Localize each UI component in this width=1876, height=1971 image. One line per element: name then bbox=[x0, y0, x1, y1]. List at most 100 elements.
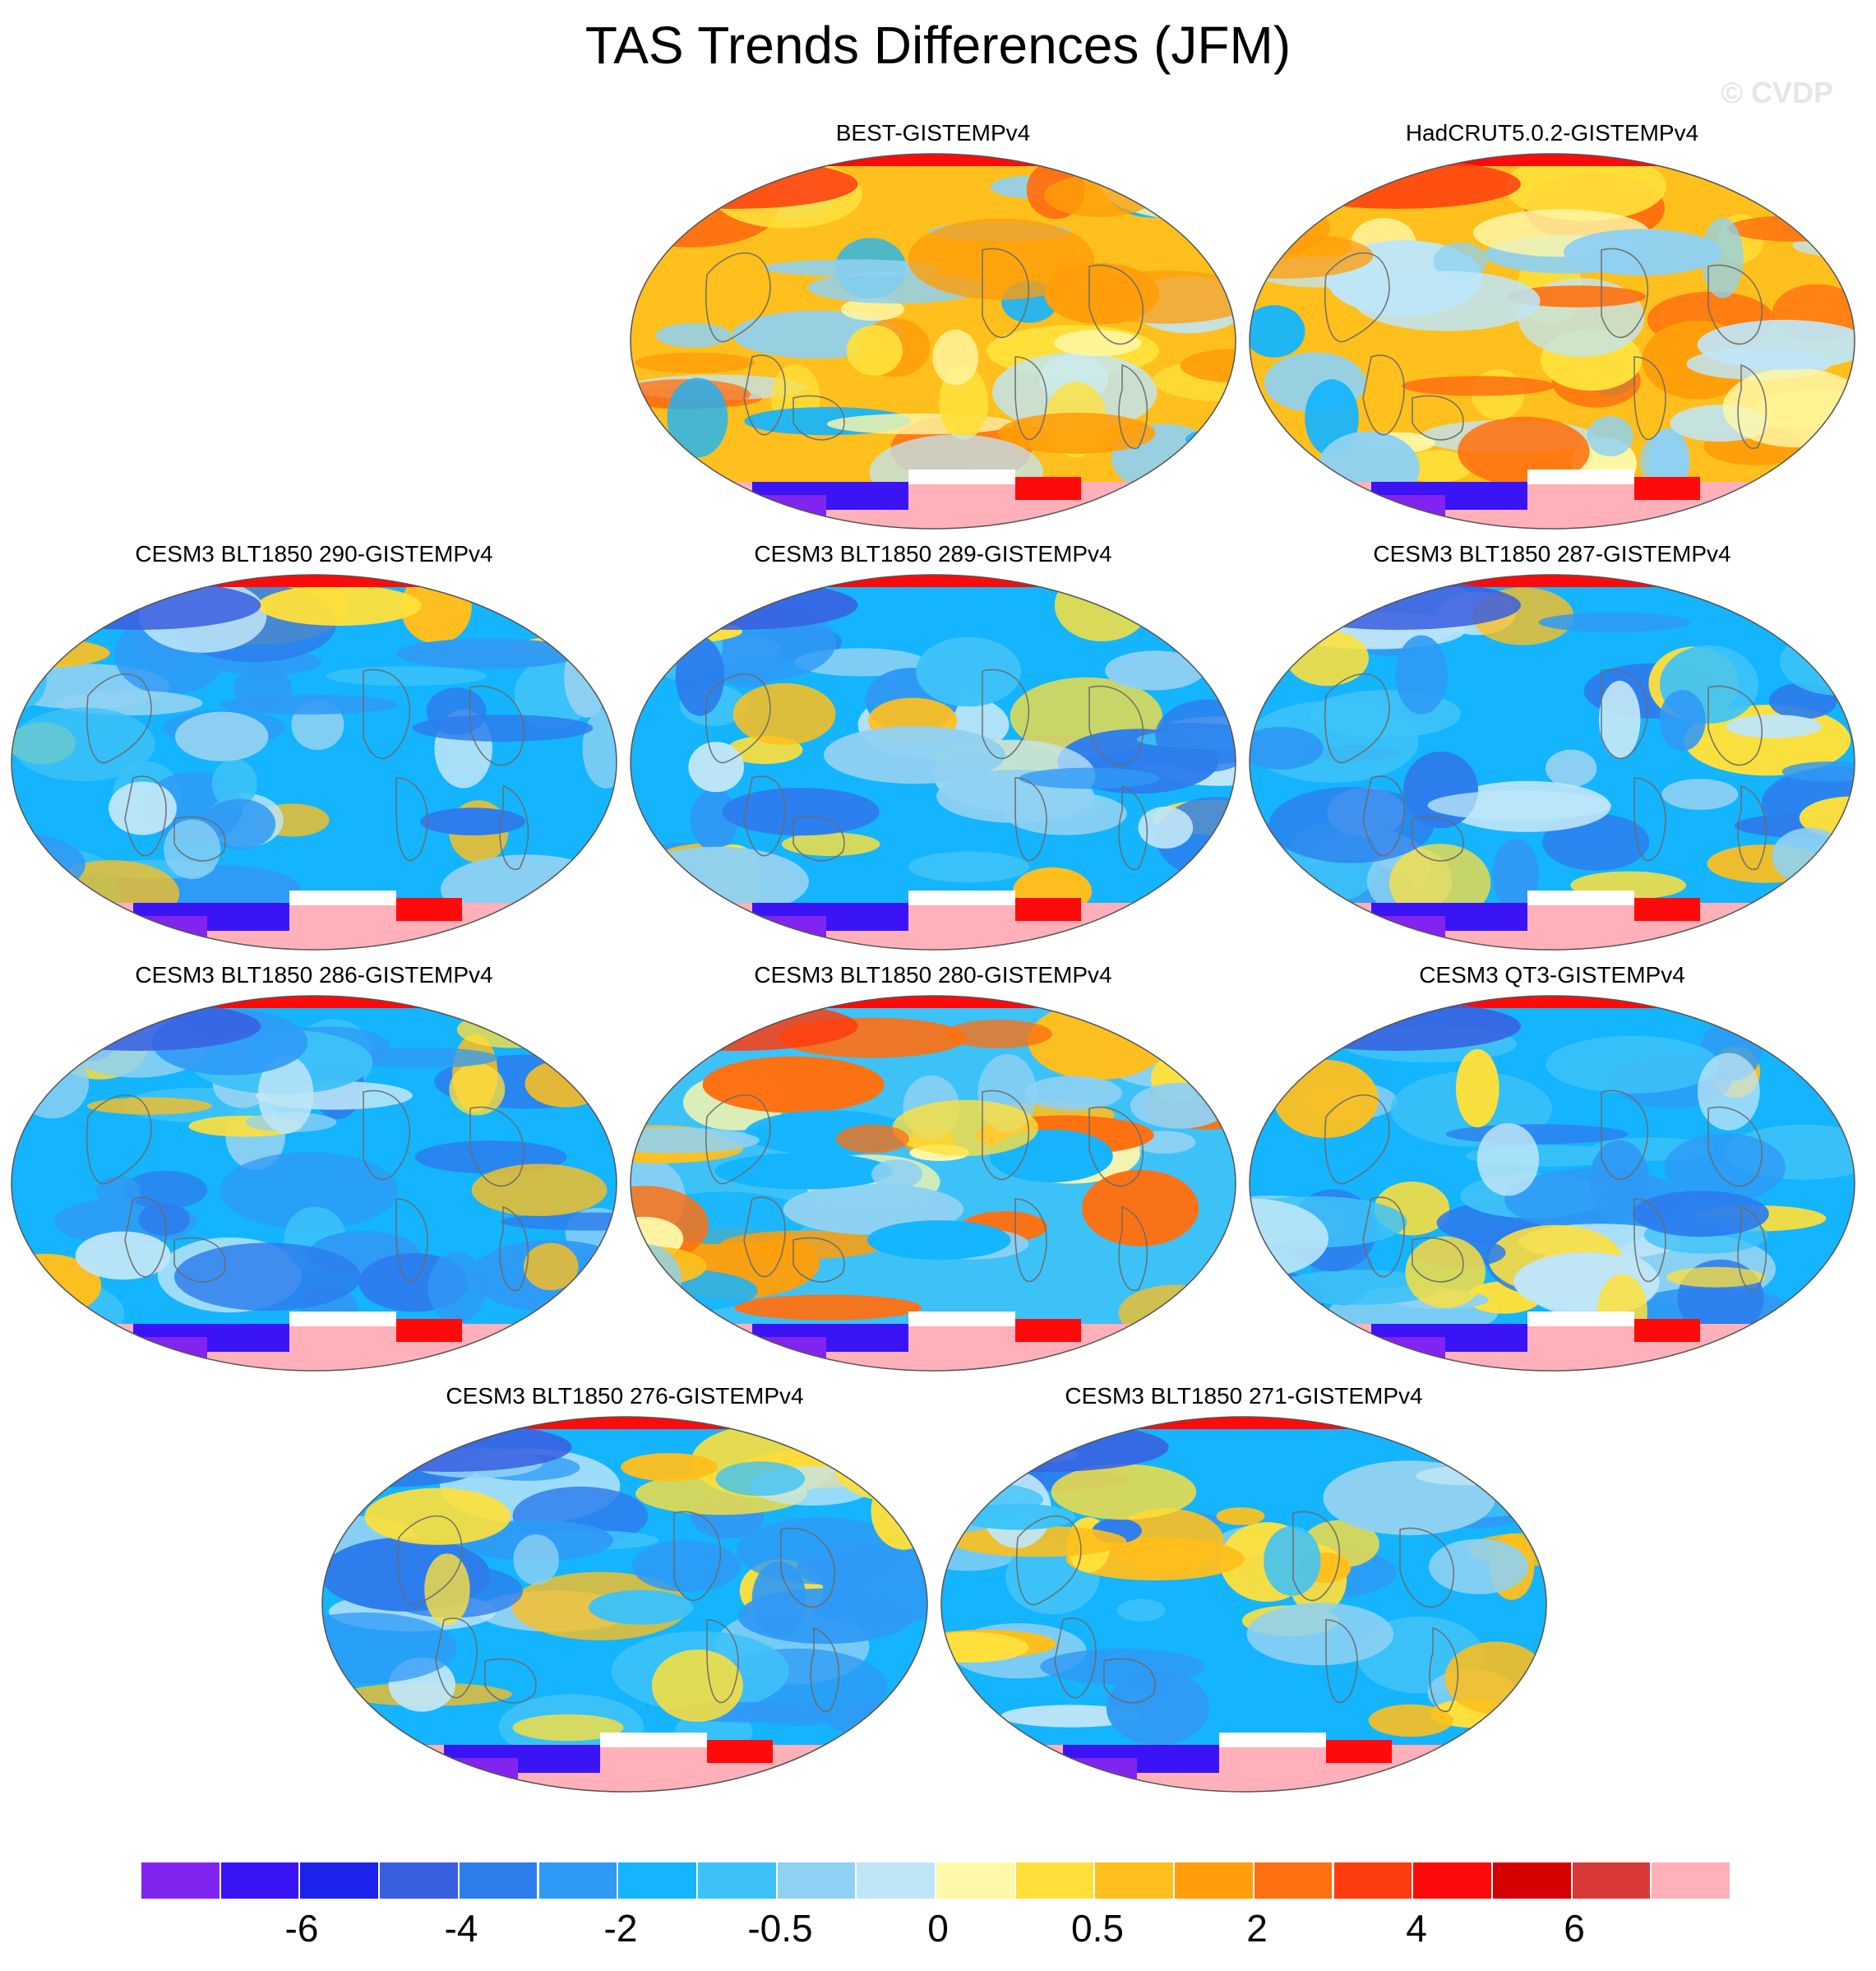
trend-anomaly-region bbox=[1051, 1464, 1197, 1520]
colorbar-box bbox=[697, 1862, 776, 1899]
trend-anomaly-region bbox=[345, 1048, 498, 1068]
trend-anomaly-region bbox=[1456, 1048, 1499, 1128]
trend-anomaly-region bbox=[916, 636, 1022, 707]
trend-anomaly-region bbox=[836, 1124, 909, 1154]
trend-anomaly-region bbox=[582, 708, 617, 789]
colorbar-box bbox=[777, 1862, 856, 1899]
panel-title: CESM3 BLT1850 271-GISTEMPv4 bbox=[1065, 1383, 1423, 1409]
coastlines bbox=[1324, 669, 1767, 871]
trend-anomaly-region bbox=[1402, 376, 1555, 396]
world-map bbox=[11, 574, 617, 951]
trend-anomaly-region bbox=[1546, 1035, 1719, 1094]
map-panel-hadcrut: HadCRUT5.0.2-GISTEMPv4 bbox=[1248, 120, 1856, 531]
trend-anomaly-region bbox=[1106, 1670, 1209, 1746]
trend-anomaly-region bbox=[722, 788, 880, 836]
trend-anomaly-region bbox=[1726, 715, 1823, 738]
trend-anomaly-region bbox=[501, 1212, 617, 1231]
trend-anomaly-region bbox=[1458, 416, 1590, 486]
trend-anomaly-region bbox=[1250, 177, 1333, 195]
map-panel-blt1850-287: CESM3 BLT1850 287-GISTEMPv4 bbox=[1248, 541, 1856, 952]
trend-anomaly-region bbox=[1661, 779, 1739, 810]
trend-anomaly-region bbox=[1639, 433, 1690, 489]
trend-anomaly-region bbox=[257, 1055, 314, 1134]
colorbar-box bbox=[538, 1862, 617, 1899]
map-panel-blt1850-271: CESM3 BLT1850 271-GISTEMPv4 bbox=[940, 1383, 1548, 1794]
map-outline bbox=[11, 574, 617, 951]
colorbar-box bbox=[1254, 1862, 1333, 1899]
map-outline bbox=[1249, 995, 1855, 1372]
trend-anomaly-region bbox=[734, 1294, 922, 1321]
trend-anomaly-region bbox=[1286, 630, 1369, 687]
coastlines bbox=[705, 1090, 1148, 1292]
trend-anomaly-region bbox=[1000, 1705, 1142, 1728]
trend-anomaly-region bbox=[1081, 1169, 1199, 1247]
trend-anomaly-region bbox=[427, 1252, 486, 1323]
colorbar-box bbox=[141, 1862, 219, 1899]
trend-anomaly-region bbox=[1538, 612, 1690, 632]
trend-anomaly-region bbox=[1116, 1599, 1166, 1622]
map-panel-qt3: CESM3 QT3-GISTEMPv4 bbox=[1248, 962, 1856, 1373]
colorbar-box bbox=[857, 1862, 935, 1899]
trend-anomaly-region bbox=[1268, 787, 1435, 863]
colorbar-box bbox=[618, 1862, 696, 1899]
map-panel-blt1850-280: CESM3 BLT1850 280-GISTEMPv4 bbox=[629, 962, 1237, 1373]
trend-anomaly-region bbox=[524, 1060, 606, 1108]
trend-anomaly-region bbox=[1138, 806, 1194, 849]
colorbar-box bbox=[1175, 1862, 1253, 1899]
trend-anomaly-region bbox=[1250, 636, 1291, 673]
cvdp-watermark: © CVDP bbox=[1721, 76, 1833, 109]
trend-anomaly-region bbox=[1250, 305, 1305, 358]
colorbar-box bbox=[1572, 1862, 1651, 1899]
antarctica-band bbox=[1250, 1312, 1855, 1371]
colorbar-box bbox=[1015, 1862, 1094, 1899]
colorbar-label: 0.5 bbox=[1071, 1907, 1124, 1950]
trend-anomaly-region bbox=[86, 1097, 213, 1115]
trend-anomaly-region bbox=[1276, 1270, 1442, 1305]
trend-anomaly-region bbox=[512, 1714, 624, 1742]
trend-anomaly-region bbox=[866, 1220, 1011, 1261]
trend-anomaly-region bbox=[1633, 1191, 1769, 1238]
colorbar-box bbox=[1413, 1862, 1491, 1899]
colorbar-label: -4 bbox=[444, 1907, 478, 1950]
colorbar bbox=[141, 1862, 1731, 1899]
trend-anomaly-region bbox=[871, 1159, 922, 1189]
trend-anomaly-region bbox=[892, 1099, 1038, 1156]
trend-anomaly-region bbox=[1697, 319, 1855, 370]
trend-anomaly-region bbox=[714, 1153, 893, 1190]
trend-anomaly-region bbox=[1429, 1538, 1529, 1594]
antarctica-band bbox=[12, 1312, 617, 1371]
trend-anomaly-region bbox=[1827, 830, 1855, 882]
trend-anomaly-region bbox=[257, 585, 422, 626]
trend-anomaly-region bbox=[1250, 233, 1374, 279]
trend-anomaly-region bbox=[326, 666, 487, 687]
colorbar-box bbox=[300, 1862, 379, 1899]
antarctica-band bbox=[631, 470, 1236, 529]
trend-anomaly-region bbox=[1024, 1076, 1122, 1111]
trend-anomaly-region bbox=[737, 1588, 913, 1645]
trend-anomaly-region bbox=[655, 323, 732, 348]
panel-title: CESM3 BLT1850 289-GISTEMPv4 bbox=[754, 541, 1112, 567]
coastlines bbox=[1015, 1511, 1459, 1713]
antarctica-band bbox=[12, 891, 617, 950]
trend-anomaly-region bbox=[651, 1649, 743, 1722]
trend-anomaly-region bbox=[649, 165, 719, 219]
colorbar-box bbox=[220, 1862, 299, 1899]
trend-anomaly-region bbox=[589, 1589, 694, 1625]
trend-anomaly-region bbox=[1028, 1002, 1168, 1080]
map-outline bbox=[321, 1416, 928, 1793]
coastlines bbox=[1324, 248, 1767, 450]
trend-anomaly-region bbox=[1105, 650, 1205, 691]
trend-anomaly-region bbox=[1246, 1603, 1394, 1666]
trend-anomaly-region bbox=[1507, 285, 1646, 308]
panel-title: CESM3 BLT1850 290-GISTEMPv4 bbox=[135, 541, 493, 567]
trend-anomaly-region bbox=[424, 1553, 470, 1626]
world-map bbox=[630, 153, 1236, 530]
world-map bbox=[321, 1416, 928, 1793]
panel-title: CESM3 BLT1850 286-GISTEMPv4 bbox=[135, 962, 493, 988]
trend-anomaly-region bbox=[667, 377, 728, 458]
trend-anomaly-region bbox=[396, 638, 581, 669]
trend-anomaly-region bbox=[1564, 229, 1721, 276]
trend-anomaly-region bbox=[1492, 839, 1539, 909]
trend-anomaly-region bbox=[1250, 727, 1324, 770]
trend-anomaly-region bbox=[1587, 416, 1633, 456]
